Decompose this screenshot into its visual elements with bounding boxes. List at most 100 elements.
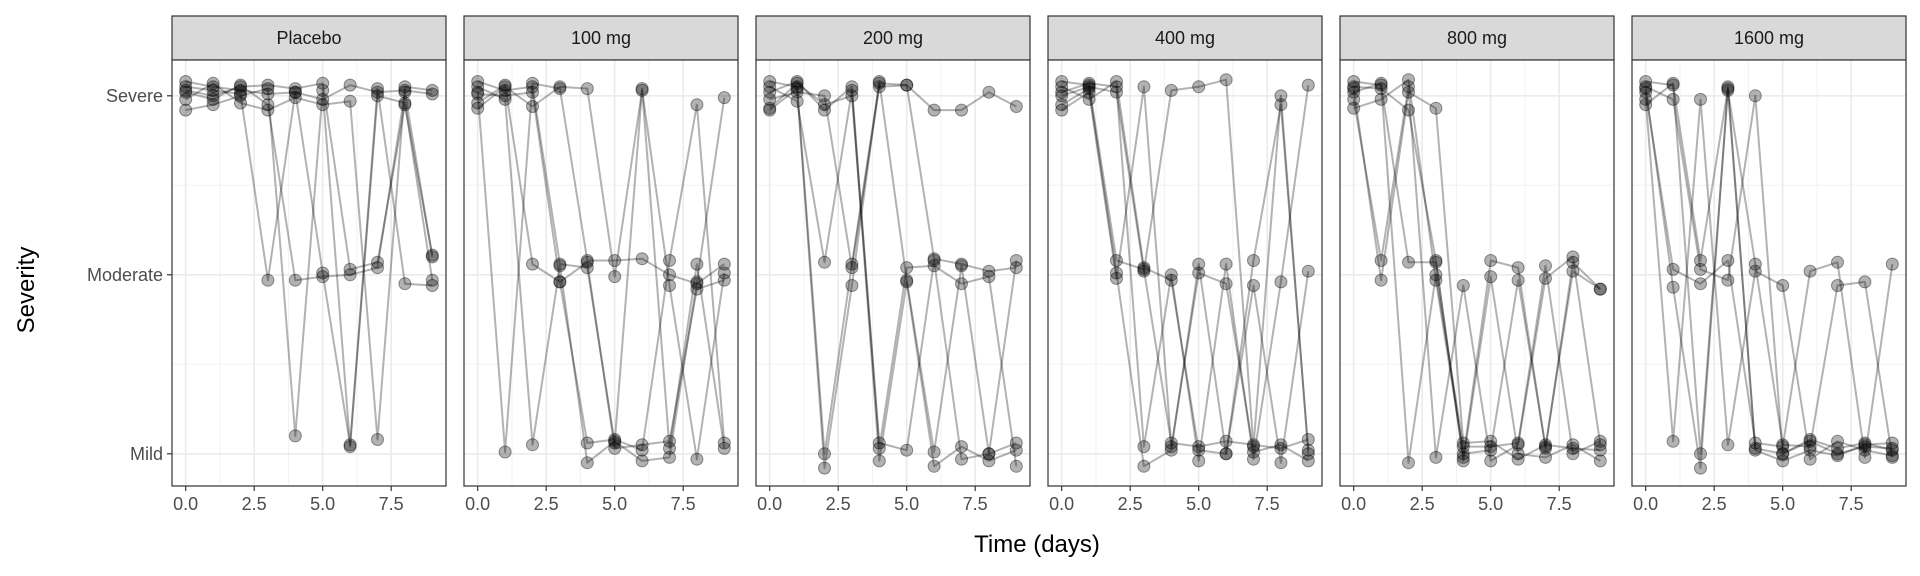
data-point bbox=[1219, 447, 1233, 461]
data-point bbox=[1539, 271, 1552, 285]
data-point bbox=[1858, 440, 1872, 454]
data-point bbox=[982, 264, 996, 278]
data-point bbox=[1776, 447, 1790, 461]
data-point bbox=[690, 275, 704, 289]
data-point bbox=[343, 440, 357, 454]
data-point bbox=[818, 89, 831, 103]
data-point bbox=[316, 270, 330, 284]
data-point bbox=[261, 78, 275, 92]
data-point bbox=[1639, 82, 1653, 96]
data-point bbox=[1776, 438, 1790, 452]
x-tick-label: 5.0 bbox=[602, 494, 627, 514]
data-point bbox=[343, 268, 357, 282]
data-point bbox=[663, 279, 676, 292]
subject-line bbox=[1061, 80, 1309, 450]
subject-line bbox=[477, 80, 726, 450]
data-point bbox=[1009, 459, 1023, 473]
data-point bbox=[717, 266, 731, 280]
x-tick-label: 2.5 bbox=[242, 494, 267, 514]
x-tick-label: 5.0 bbox=[310, 494, 335, 514]
data-point bbox=[1110, 75, 1123, 88]
facet-panel: 200 mg 0.0 2.5 5.0 7.5 bbox=[755, 15, 1031, 514]
x-tick-label: 7.5 bbox=[1839, 494, 1864, 514]
data-point bbox=[179, 83, 193, 97]
subject-line bbox=[1645, 80, 1893, 455]
data-point bbox=[690, 98, 704, 112]
data-point bbox=[872, 454, 886, 468]
data-point bbox=[1721, 273, 1735, 287]
data-point bbox=[717, 91, 731, 105]
subject-line bbox=[185, 87, 434, 448]
data-point bbox=[371, 82, 384, 96]
data-point bbox=[1137, 80, 1151, 94]
panel-data bbox=[471, 75, 731, 470]
data-point bbox=[1803, 434, 1817, 448]
data-point bbox=[1566, 264, 1580, 278]
data-point bbox=[927, 254, 941, 267]
data-point bbox=[1164, 83, 1178, 97]
data-point bbox=[1274, 98, 1288, 112]
data-point bbox=[1110, 85, 1123, 99]
data-point bbox=[1429, 273, 1443, 287]
data-point bbox=[343, 438, 357, 452]
data-point bbox=[1402, 255, 1415, 269]
data-point bbox=[526, 438, 539, 452]
subject-line bbox=[185, 84, 434, 282]
data-point bbox=[398, 277, 412, 291]
x-tick-label: 2.5 bbox=[1702, 494, 1727, 514]
data-point bbox=[663, 434, 676, 448]
data-point bbox=[1192, 440, 1206, 454]
data-point bbox=[1274, 456, 1288, 470]
data-point bbox=[1247, 445, 1260, 459]
data-point bbox=[1858, 443, 1872, 457]
data-point bbox=[553, 259, 567, 273]
data-point bbox=[1748, 436, 1762, 450]
subject-line bbox=[185, 82, 434, 271]
data-point bbox=[1402, 103, 1415, 117]
data-point bbox=[1247, 452, 1260, 466]
data-point bbox=[982, 85, 996, 99]
data-point bbox=[1593, 438, 1607, 452]
subject-line bbox=[1061, 78, 1310, 454]
data-point bbox=[1055, 98, 1069, 112]
x-tick-label: 0.0 bbox=[757, 494, 782, 514]
data-point bbox=[1055, 85, 1069, 99]
data-point bbox=[845, 89, 859, 103]
data-point bbox=[1748, 257, 1762, 271]
data-point bbox=[1858, 450, 1872, 464]
data-point bbox=[1137, 440, 1151, 454]
x-tick-label: 7.5 bbox=[963, 494, 988, 514]
data-point bbox=[1885, 443, 1899, 457]
x-tick-label: 0.0 bbox=[1341, 494, 1366, 514]
data-point bbox=[608, 254, 622, 267]
data-point bbox=[608, 441, 622, 455]
facet-panel: 400 mg 0.0 2.5 5.0 7.5 bbox=[1047, 15, 1323, 514]
data-point bbox=[1055, 103, 1069, 117]
subject-line bbox=[769, 82, 1018, 461]
data-point bbox=[234, 78, 247, 92]
subject-line bbox=[1353, 85, 1601, 462]
data-point bbox=[1402, 80, 1415, 94]
data-point bbox=[1776, 279, 1790, 292]
data-point bbox=[1539, 450, 1552, 464]
data-point bbox=[1721, 82, 1735, 96]
data-point bbox=[635, 83, 649, 97]
facet-strip-label: 1600 mg bbox=[1734, 28, 1804, 48]
data-point bbox=[608, 434, 622, 448]
data-point bbox=[982, 270, 996, 284]
subject-line bbox=[185, 82, 433, 441]
data-point bbox=[1511, 447, 1525, 461]
data-point bbox=[580, 456, 594, 470]
facet-strip-label: 200 mg bbox=[863, 28, 923, 48]
data-point bbox=[316, 98, 330, 112]
data-point bbox=[206, 76, 220, 90]
data-point bbox=[425, 87, 439, 101]
data-point bbox=[1164, 443, 1178, 457]
subject-line bbox=[477, 85, 726, 461]
data-point bbox=[790, 76, 804, 90]
data-point bbox=[234, 80, 247, 94]
x-tick-label: 0.0 bbox=[1049, 494, 1074, 514]
data-point bbox=[179, 80, 193, 94]
data-point bbox=[580, 436, 594, 450]
